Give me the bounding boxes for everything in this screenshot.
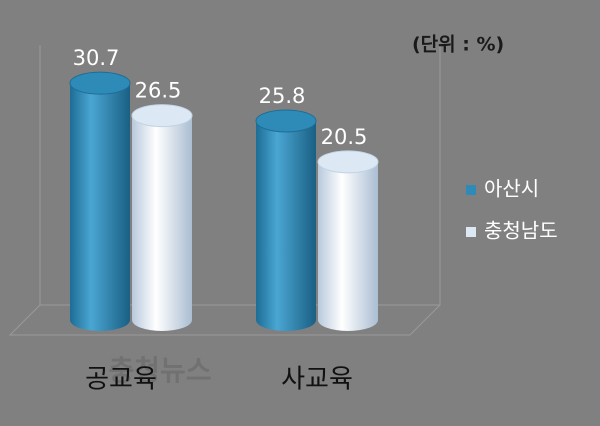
bar-top <box>317 150 379 174</box>
legend-label: 충청남도 <box>484 219 558 243</box>
bar <box>256 120 316 320</box>
watermark: 충청뉴스 <box>108 354 211 387</box>
unit-note: (단위 : %) <box>412 34 504 56</box>
bar-top <box>131 104 193 128</box>
bar <box>318 161 378 320</box>
value-label: 26.5 <box>135 79 182 103</box>
legend-label: 아산시 <box>484 177 539 201</box>
value-label: 30.7 <box>73 46 120 70</box>
bar <box>132 115 192 320</box>
bar-top <box>255 109 317 133</box>
bar-top <box>69 71 131 95</box>
x-tick-label: 공교육 <box>85 365 157 395</box>
value-label: 20.5 <box>321 125 368 149</box>
plot-frame <box>8 45 441 336</box>
x-tick-label: 사교육 <box>281 365 353 395</box>
legend-swatch <box>466 227 476 237</box>
legend-swatch <box>466 185 476 195</box>
value-label: 25.8 <box>259 84 306 108</box>
bar <box>70 83 130 321</box>
